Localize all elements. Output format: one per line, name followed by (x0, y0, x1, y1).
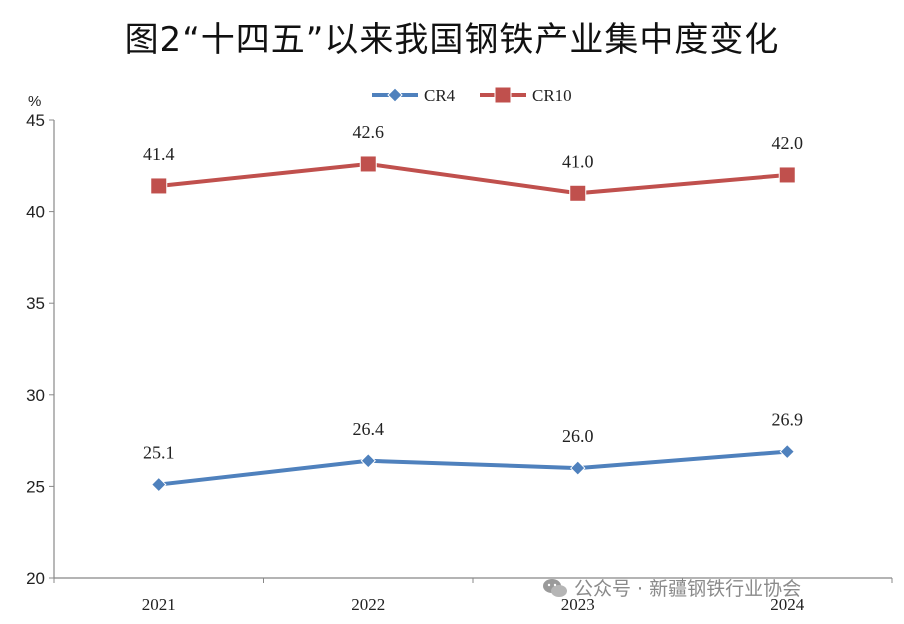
y-axis-unit: % (28, 93, 41, 110)
data-label-cr10: 41.4 (143, 144, 175, 164)
x-tick-label: 2023 (561, 595, 595, 614)
data-point-cr10 (569, 184, 587, 202)
data-label-cr4: 26.4 (353, 419, 385, 439)
chart-title: 图2“十四五”以来我国钢铁产业集中度变化 (124, 20, 780, 60)
series-layer: 25.1 26.4 26.0 26.9 41.4 42.6 41.0 42.0 (143, 122, 804, 493)
series-line-cr10 (158, 161, 788, 196)
data-point-cr4 (570, 460, 586, 476)
legend: CR4 CR10 (372, 86, 572, 105)
data-point-cr4 (360, 453, 376, 469)
watermark-text: 公众号 · 新疆钢铁行业协会 (574, 578, 802, 600)
x-tick-label: 2024 (770, 595, 805, 614)
watermark: 公众号 · 新疆钢铁行业协会 (542, 574, 801, 601)
data-label-cr4: 26.0 (562, 426, 594, 446)
y-tick-label: 45 (26, 111, 45, 130)
wechat-icon (543, 578, 567, 597)
axes: % 20 25 30 35 40 45 2021 2022 2023 2024 (26, 93, 893, 614)
data-point-cr4 (151, 476, 167, 493)
data-point-cr10 (359, 155, 377, 173)
y-tick-label: 40 (26, 203, 45, 222)
legend-label-cr4: CR4 (424, 86, 456, 105)
data-label-cr4: 26.9 (772, 410, 804, 430)
data-label-cr10: 41.0 (562, 151, 594, 171)
x-tick-label: 2022 (351, 595, 385, 614)
data-point-cr10 (150, 177, 168, 195)
legend-label-cr10: CR10 (532, 86, 572, 105)
data-label-cr4: 25.1 (143, 443, 175, 463)
legend-marker-cr4 (387, 87, 403, 103)
y-tick-label: 25 (26, 477, 45, 496)
y-tick-label: 20 (26, 569, 45, 588)
y-tick-label: 35 (26, 294, 45, 313)
y-tick-label: 30 (26, 386, 45, 405)
data-point-cr4 (779, 443, 795, 460)
legend-marker-cr10 (494, 86, 512, 104)
x-tick-label: 2021 (142, 595, 176, 614)
data-label-cr10: 42.6 (353, 122, 385, 142)
data-label-cr10: 42.0 (772, 133, 804, 153)
data-point-cr10 (778, 166, 796, 184)
series-line-cr4 (158, 449, 788, 487)
